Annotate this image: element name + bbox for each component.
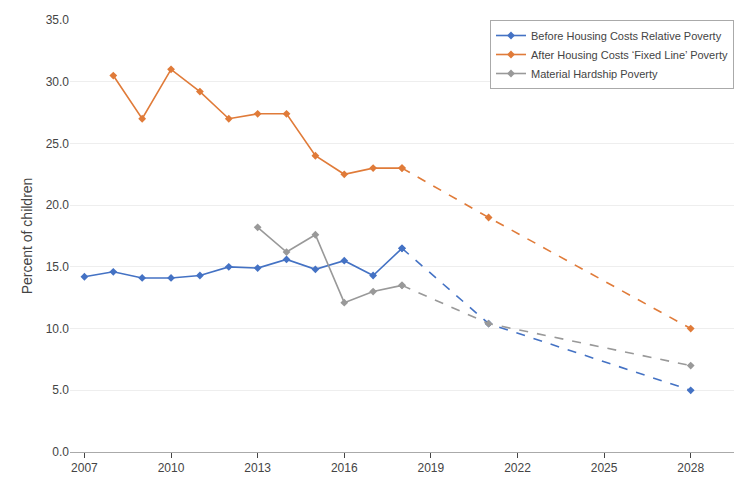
svg-text:2019: 2019 [418, 461, 445, 475]
svg-text:15.0: 15.0 [46, 260, 70, 274]
svg-text:After Housing Costs ‘Fixed Lin: After Housing Costs ‘Fixed Line’ Poverty [531, 49, 728, 61]
svg-text:Percent of children: Percent of children [19, 178, 35, 295]
svg-text:2028: 2028 [677, 461, 704, 475]
svg-text:2016: 2016 [331, 461, 358, 475]
svg-text:35.0: 35.0 [46, 13, 70, 27]
svg-text:10.0: 10.0 [46, 322, 70, 336]
svg-text:Material Hardship Poverty: Material Hardship Poverty [531, 68, 658, 80]
svg-text:20.0: 20.0 [46, 198, 70, 212]
svg-text:2022: 2022 [504, 461, 531, 475]
svg-text:2013: 2013 [244, 461, 271, 475]
svg-text:Before Housing Costs Relative: Before Housing Costs Relative Poverty [531, 30, 722, 42]
svg-text:2010: 2010 [158, 461, 185, 475]
svg-text:5.0: 5.0 [52, 383, 69, 397]
svg-text:2025: 2025 [591, 461, 618, 475]
svg-text:25.0: 25.0 [46, 137, 70, 151]
svg-text:30.0: 30.0 [46, 75, 70, 89]
svg-text:0.0: 0.0 [52, 445, 69, 459]
svg-text:2007: 2007 [71, 461, 98, 475]
